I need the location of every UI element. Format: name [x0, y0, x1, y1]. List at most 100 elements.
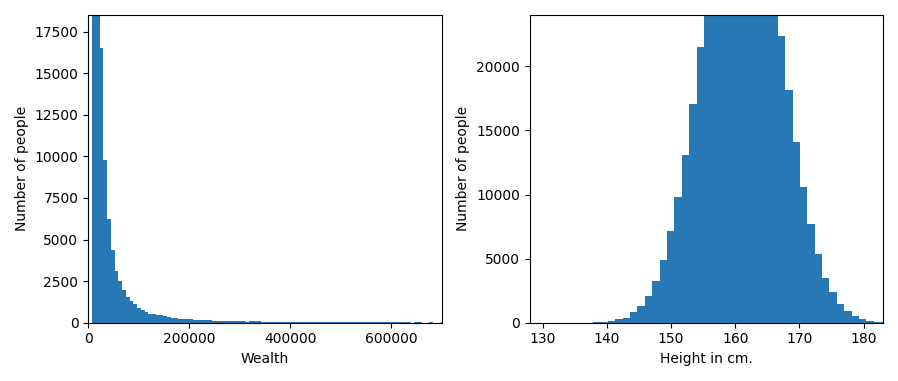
- Bar: [689, 104, 697, 323]
- Bar: [851, 316, 859, 323]
- Bar: [171, 318, 174, 323]
- Bar: [160, 315, 163, 323]
- Bar: [638, 306, 645, 323]
- Bar: [242, 321, 246, 323]
- Bar: [96, 0, 100, 323]
- Bar: [332, 322, 336, 323]
- Bar: [137, 308, 141, 323]
- Bar: [129, 301, 134, 323]
- Bar: [324, 322, 328, 323]
- Bar: [134, 304, 137, 323]
- Bar: [208, 320, 212, 323]
- Bar: [119, 282, 122, 323]
- Bar: [141, 310, 145, 323]
- Bar: [317, 322, 321, 323]
- Bar: [704, 0, 711, 323]
- Bar: [269, 322, 272, 323]
- Bar: [822, 279, 830, 323]
- Bar: [711, 0, 718, 323]
- Bar: [814, 254, 822, 323]
- Bar: [674, 197, 682, 323]
- Bar: [608, 321, 615, 323]
- Bar: [201, 320, 205, 323]
- Bar: [197, 320, 201, 323]
- Bar: [302, 322, 305, 323]
- Bar: [156, 315, 160, 323]
- Bar: [350, 322, 355, 323]
- Bar: [313, 322, 317, 323]
- Bar: [697, 46, 704, 323]
- Bar: [179, 319, 182, 323]
- Bar: [800, 187, 807, 323]
- Bar: [755, 0, 763, 323]
- Bar: [874, 322, 881, 323]
- Bar: [667, 231, 674, 323]
- Bar: [272, 322, 276, 323]
- Bar: [163, 316, 167, 323]
- Bar: [859, 319, 867, 323]
- Bar: [615, 319, 622, 323]
- Bar: [298, 322, 302, 323]
- Bar: [238, 321, 242, 323]
- Bar: [652, 281, 660, 323]
- Bar: [283, 322, 287, 323]
- Bar: [645, 296, 652, 323]
- Bar: [186, 319, 189, 323]
- Bar: [152, 314, 156, 323]
- Bar: [622, 318, 630, 323]
- Bar: [250, 322, 253, 323]
- Bar: [212, 321, 216, 323]
- Bar: [321, 322, 324, 323]
- Bar: [107, 219, 111, 323]
- Bar: [126, 296, 129, 323]
- Bar: [741, 0, 748, 323]
- Bar: [111, 250, 115, 323]
- Bar: [92, 0, 96, 323]
- Y-axis label: Number of people: Number of people: [456, 106, 471, 231]
- Bar: [145, 312, 148, 323]
- Bar: [103, 160, 107, 323]
- Bar: [276, 322, 279, 323]
- Bar: [260, 322, 265, 323]
- Bar: [660, 261, 667, 323]
- Bar: [362, 322, 365, 323]
- Bar: [403, 322, 407, 323]
- Bar: [205, 320, 208, 323]
- Bar: [770, 0, 778, 323]
- Bar: [807, 224, 814, 323]
- Bar: [224, 321, 227, 323]
- Bar: [310, 322, 313, 323]
- Bar: [227, 321, 231, 323]
- Bar: [174, 318, 179, 323]
- Bar: [718, 0, 726, 323]
- Bar: [373, 322, 377, 323]
- Y-axis label: Number of people: Number of people: [15, 106, 29, 231]
- Bar: [291, 322, 295, 323]
- Bar: [189, 319, 193, 323]
- Bar: [167, 317, 171, 323]
- Bar: [219, 321, 224, 323]
- Bar: [355, 322, 358, 323]
- Bar: [369, 322, 373, 323]
- Bar: [328, 322, 332, 323]
- Bar: [287, 322, 291, 323]
- Bar: [148, 314, 152, 323]
- Bar: [122, 290, 126, 323]
- Bar: [115, 271, 119, 323]
- X-axis label: Height in cm.: Height in cm.: [660, 352, 753, 366]
- Bar: [365, 322, 369, 323]
- Bar: [246, 322, 250, 323]
- Bar: [257, 322, 260, 323]
- Bar: [867, 321, 874, 323]
- Bar: [182, 319, 186, 323]
- Bar: [100, 48, 103, 323]
- Bar: [234, 322, 238, 323]
- Bar: [881, 322, 888, 323]
- Bar: [601, 322, 608, 323]
- Bar: [844, 312, 851, 323]
- Bar: [265, 322, 269, 323]
- Bar: [347, 322, 350, 323]
- X-axis label: Wealth: Wealth: [241, 352, 289, 366]
- Bar: [734, 0, 741, 323]
- Bar: [343, 322, 347, 323]
